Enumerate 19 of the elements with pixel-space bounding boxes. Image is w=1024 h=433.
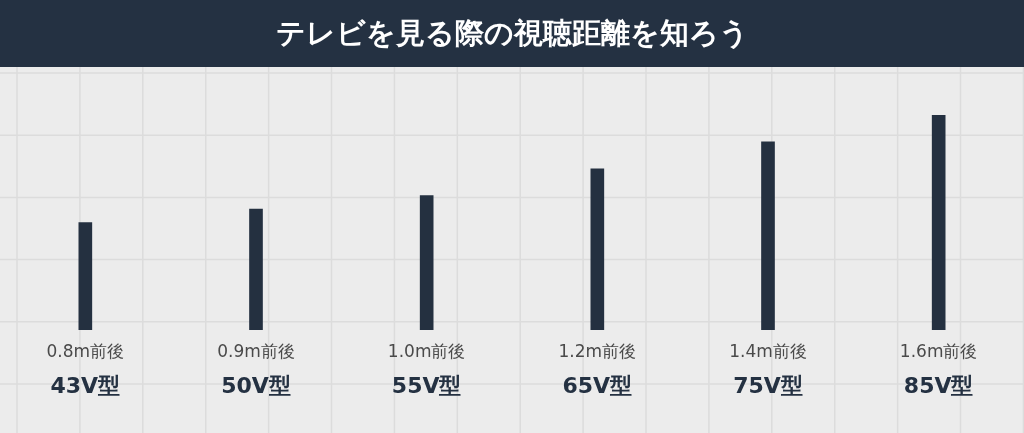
bar xyxy=(761,141,775,330)
x-tick-label: 43V型 xyxy=(50,372,121,398)
chart-title: テレビを見る際の視聴距離を知ろう xyxy=(275,15,749,51)
bar xyxy=(249,208,263,330)
x-tick-label: 85V型 xyxy=(903,372,974,398)
data-label: 1.2m前後 xyxy=(558,341,637,362)
data-label: 0.9m前後 xyxy=(217,341,295,362)
x-tick-label: 50V型 xyxy=(221,372,291,398)
bar xyxy=(419,195,434,330)
data-label: 1.0m前後 xyxy=(387,341,466,362)
bar xyxy=(590,168,605,330)
bar xyxy=(78,222,93,330)
bar xyxy=(931,115,946,330)
x-tick-label: 65V型 xyxy=(562,372,633,398)
data-label: 0.8m前後 xyxy=(46,341,125,362)
data-label: 1.4m前後 xyxy=(729,341,807,362)
data-label: 1.6m前後 xyxy=(899,341,978,362)
x-tick-label: 55V型 xyxy=(391,372,462,398)
x-tick-label: 75V型 xyxy=(733,372,803,398)
